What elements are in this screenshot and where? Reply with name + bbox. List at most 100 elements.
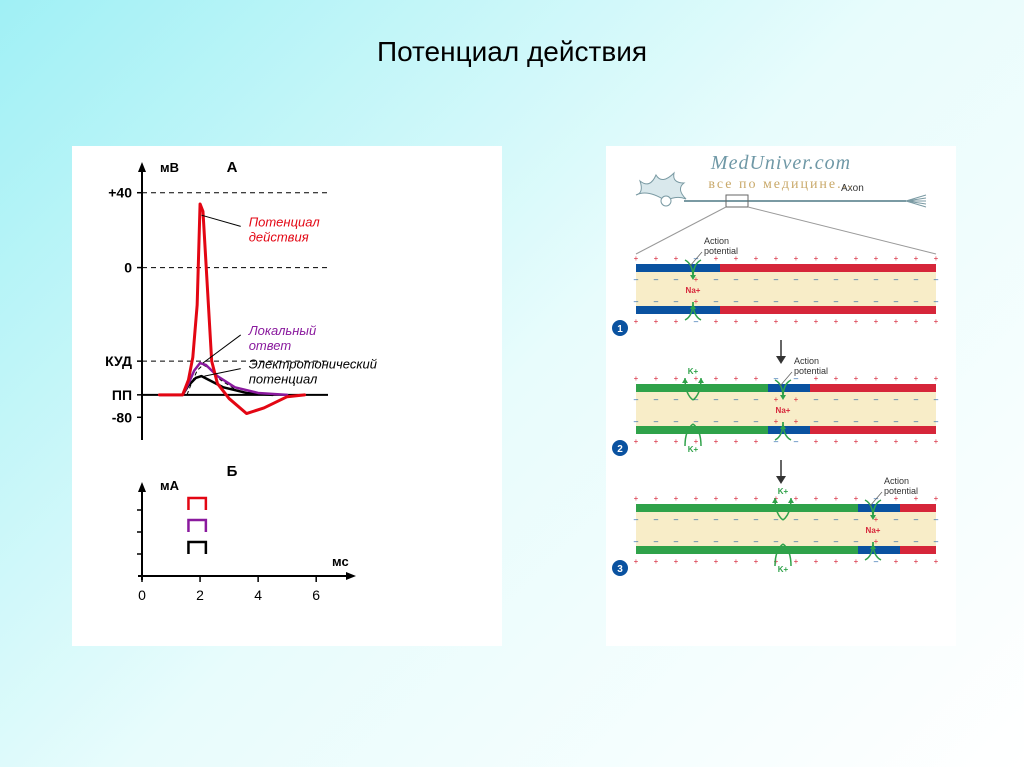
svg-text:Action: Action	[704, 236, 729, 246]
svg-text:+: +	[714, 557, 719, 566]
svg-text:потенциал: потенциал	[249, 372, 318, 387]
svg-text:–: –	[674, 417, 679, 426]
svg-text:–: –	[914, 417, 919, 426]
svg-text:+: +	[874, 374, 879, 383]
svg-text:+: +	[714, 437, 719, 446]
svg-text:+: +	[794, 254, 799, 263]
svg-text:–: –	[734, 275, 739, 284]
svg-text:+: +	[854, 437, 859, 446]
svg-text:+: +	[814, 557, 819, 566]
svg-text:КУД: КУД	[105, 353, 132, 369]
svg-text:–: –	[874, 297, 879, 306]
svg-text:+: +	[814, 254, 819, 263]
page-title: Потенциал действия	[0, 36, 1024, 68]
svg-text:–: –	[734, 537, 739, 546]
svg-text:+: +	[874, 437, 879, 446]
slide-background: Потенциал действия +400КУДПП-80мВАПотенц…	[0, 0, 1024, 767]
svg-text:Na+: Na+	[686, 286, 701, 295]
svg-text:–: –	[794, 297, 799, 306]
axon-propagation-diagram: Axon+––++––++––+–++–+––++––++––++––++––+…	[606, 146, 956, 646]
svg-text:–: –	[934, 395, 939, 404]
svg-text:–: –	[674, 275, 679, 284]
svg-text:+: +	[674, 437, 679, 446]
svg-text:–: –	[894, 297, 899, 306]
svg-text:Локальный: Локальный	[248, 323, 316, 338]
svg-text:+: +	[794, 395, 799, 404]
svg-text:+: +	[734, 557, 739, 566]
svg-text:Action: Action	[884, 476, 909, 486]
svg-text:+: +	[654, 557, 659, 566]
svg-text:1: 1	[617, 324, 623, 335]
svg-text:+: +	[634, 557, 639, 566]
svg-text:–: –	[794, 515, 799, 524]
svg-text:6: 6	[312, 587, 320, 603]
watermark: MedUniver.com все по медицине...	[606, 152, 956, 193]
svg-text:+: +	[674, 494, 679, 503]
svg-text:+: +	[794, 557, 799, 566]
svg-text:+: +	[714, 317, 719, 326]
svg-text:–: –	[834, 275, 839, 284]
svg-text:+: +	[934, 557, 939, 566]
svg-text:+: +	[734, 437, 739, 446]
svg-text:ответ: ответ	[249, 338, 292, 353]
svg-text:+: +	[814, 437, 819, 446]
svg-text:+: +	[674, 557, 679, 566]
svg-text:–: –	[794, 437, 799, 446]
svg-text:+: +	[934, 374, 939, 383]
svg-text:+: +	[694, 297, 699, 306]
svg-text:+: +	[634, 494, 639, 503]
svg-text:+: +	[654, 494, 659, 503]
svg-text:+: +	[854, 317, 859, 326]
svg-text:–: –	[934, 297, 939, 306]
svg-text:–: –	[774, 297, 779, 306]
svg-text:+: +	[694, 557, 699, 566]
svg-text:+: +	[754, 557, 759, 566]
svg-text:+: +	[654, 374, 659, 383]
svg-text:+: +	[814, 494, 819, 503]
svg-text:+: +	[834, 494, 839, 503]
svg-text:–: –	[674, 537, 679, 546]
svg-text:+: +	[934, 494, 939, 503]
svg-text:–: –	[934, 417, 939, 426]
svg-text:+: +	[794, 317, 799, 326]
svg-text:–: –	[934, 275, 939, 284]
svg-text:K+: K+	[688, 367, 699, 376]
svg-text:+: +	[874, 254, 879, 263]
svg-text:+: +	[834, 317, 839, 326]
svg-text:–: –	[894, 275, 899, 284]
svg-text:–: –	[734, 515, 739, 524]
watermark-sub: все по медицине...	[708, 177, 853, 192]
svg-text:0: 0	[138, 587, 146, 603]
svg-text:–: –	[654, 417, 659, 426]
svg-text:+: +	[934, 254, 939, 263]
svg-text:Action: Action	[794, 356, 819, 366]
svg-text:–: –	[894, 537, 899, 546]
left-chart-panel: +400КУДПП-80мВАПотенциалдействияЛокальны…	[72, 146, 502, 646]
svg-text:+: +	[934, 437, 939, 446]
svg-text:–: –	[634, 417, 639, 426]
svg-text:–: –	[834, 537, 839, 546]
svg-text:–: –	[914, 395, 919, 404]
svg-text:–: –	[674, 395, 679, 404]
svg-text:–: –	[814, 537, 819, 546]
svg-text:+: +	[634, 437, 639, 446]
svg-text:+: +	[874, 537, 879, 546]
svg-text:+40: +40	[108, 185, 132, 201]
svg-text:+: +	[834, 254, 839, 263]
svg-text:potential: potential	[704, 246, 738, 256]
watermark-main: MedUniver.com	[711, 152, 851, 174]
svg-text:+: +	[854, 254, 859, 263]
svg-text:–: –	[894, 395, 899, 404]
svg-text:–: –	[794, 275, 799, 284]
svg-text:–: –	[734, 395, 739, 404]
svg-text:–: –	[774, 515, 779, 524]
svg-text:действия: действия	[249, 229, 309, 244]
svg-text:–: –	[934, 537, 939, 546]
svg-text:+: +	[734, 494, 739, 503]
svg-text:+: +	[754, 254, 759, 263]
svg-text:+: +	[834, 374, 839, 383]
svg-text:+: +	[754, 374, 759, 383]
svg-text:–: –	[654, 537, 659, 546]
svg-text:–: –	[654, 395, 659, 404]
svg-text:–: –	[734, 297, 739, 306]
